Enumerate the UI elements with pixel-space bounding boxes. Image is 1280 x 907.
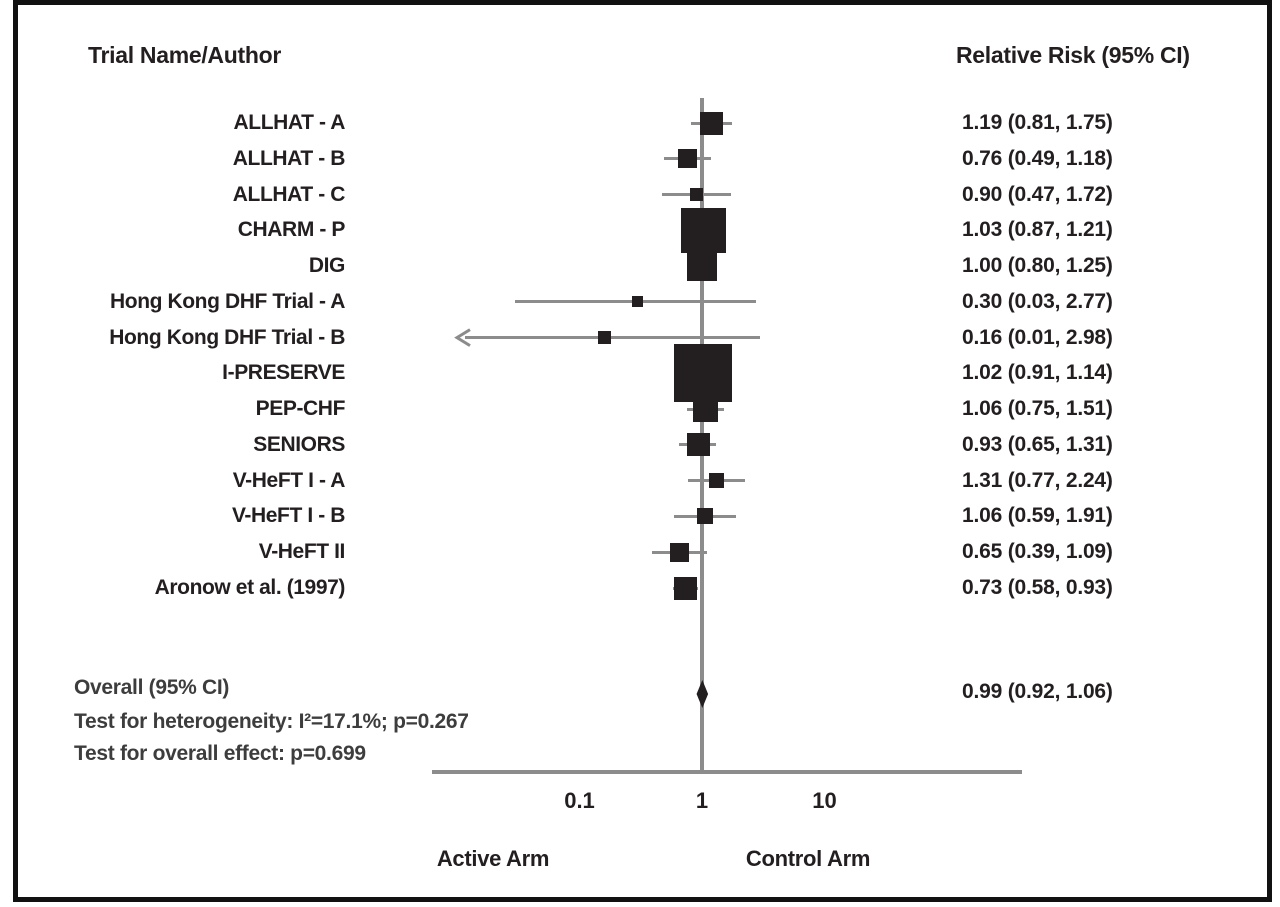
- trial-label: SENIORS: [253, 432, 345, 456]
- rr-value: 1.02 (0.91, 1.14): [962, 361, 1113, 385]
- point-estimate-marker: [697, 508, 714, 525]
- point-estimate-marker: [681, 207, 727, 253]
- rr-value: 0.65 (0.39, 1.09): [962, 540, 1113, 564]
- point-estimate-marker: [674, 344, 733, 403]
- active-arm-label: Active Arm: [436, 846, 550, 871]
- rr-value: 0.30 (0.03, 2.77): [962, 289, 1113, 313]
- point-estimate-marker: [677, 149, 697, 169]
- x-axis-tick-label: 10: [812, 788, 837, 813]
- trial-label: ALLHAT - B: [232, 146, 346, 170]
- control-arm-label: Control Arm: [745, 846, 871, 871]
- trial-label: CHARM - P: [237, 218, 346, 242]
- column-header-trial: Trial Name/Author: [88, 42, 281, 68]
- trial-label: Hong Kong DHF Trial - B: [109, 325, 345, 349]
- point-estimate-marker: [632, 296, 644, 308]
- x-axis-line: [432, 770, 1022, 774]
- rr-value: 1.03 (0.87, 1.21): [962, 218, 1113, 242]
- point-estimate-marker: [598, 331, 611, 345]
- trial-label: DIG: [308, 254, 346, 278]
- overall-rr-value: 0.99 (0.92, 1.06): [962, 680, 1113, 703]
- rr-value: 1.19 (0.81, 1.75): [962, 111, 1113, 134]
- point-estimate-marker: [669, 542, 689, 562]
- column-header-relative-risk: Relative Risk (95% CI): [956, 42, 1190, 68]
- trial-label: Aronow et al. (1997): [154, 576, 346, 599]
- trial-label: ALLHAT - C: [232, 182, 346, 206]
- x-axis-tick-label: 1: [695, 788, 709, 813]
- rr-value: 1.06 (0.75, 1.51): [962, 397, 1113, 421]
- rr-value: 1.31 (0.77, 2.24): [962, 468, 1113, 492]
- point-estimate-marker: [673, 576, 697, 600]
- trial-label: I-PRESERVE: [222, 361, 345, 385]
- point-estimate-marker: [686, 433, 710, 457]
- trial-label: ALLHAT - A: [233, 111, 346, 134]
- rr-value: 1.06 (0.59, 1.91): [962, 504, 1113, 528]
- point-estimate-marker: [708, 473, 724, 489]
- rr-value: 0.90 (0.47, 1.72): [962, 182, 1113, 206]
- trial-label: PEP-CHF: [255, 397, 346, 421]
- rr-value: 0.76 (0.49, 1.18): [962, 146, 1113, 170]
- rr-value: 0.93 (0.65, 1.31): [962, 432, 1113, 456]
- trial-label: V-HeFT I - A: [232, 468, 346, 492]
- rr-value: 0.16 (0.01, 2.98): [962, 325, 1113, 349]
- trial-label: V-HeFT I - B: [231, 504, 345, 528]
- point-estimate-marker: [687, 251, 717, 282]
- point-estimate-marker: [692, 396, 718, 422]
- overall-effect-test-text: Test for overall effect: p=0.699: [74, 742, 366, 765]
- figure-border-frame: [13, 0, 1272, 902]
- rr-value: 1.00 (0.80, 1.25): [962, 254, 1113, 278]
- heterogeneity-test-text: Test for heterogeneity: I²=17.1%; p=0.26…: [74, 710, 469, 733]
- x-axis-tick-label: 0.1: [564, 788, 595, 813]
- trial-label: V-HeFT II: [258, 540, 346, 564]
- ci-line: [465, 336, 761, 340]
- point-estimate-marker: [699, 111, 723, 135]
- overall-label: Overall (95% CI): [74, 676, 230, 699]
- trial-label: Hong Kong DHF Trial - A: [110, 289, 345, 313]
- rr-value: 0.73 (0.58, 0.93): [962, 576, 1113, 599]
- point-estimate-marker: [689, 188, 703, 202]
